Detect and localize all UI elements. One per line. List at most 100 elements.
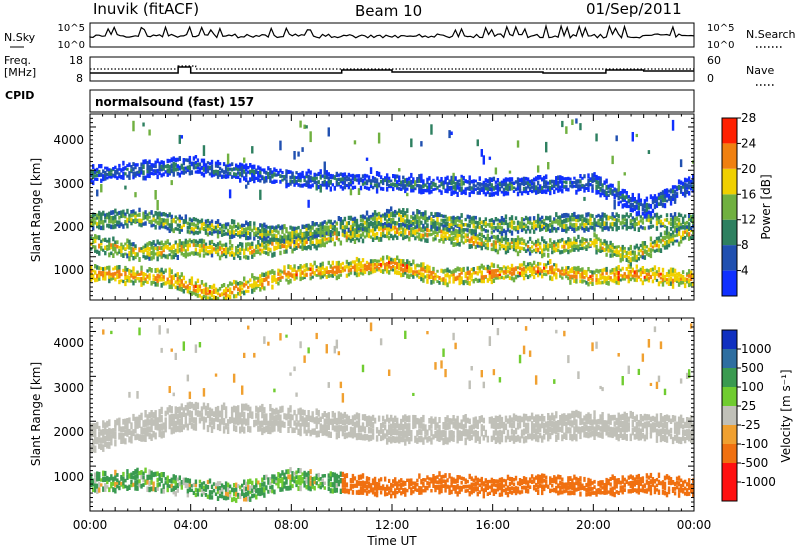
power-cell bbox=[540, 189, 544, 194]
power-cell bbox=[166, 254, 169, 260]
power-cell bbox=[679, 235, 683, 240]
power-cell bbox=[492, 219, 496, 223]
power-cell bbox=[317, 224, 320, 228]
power-cell bbox=[160, 160, 163, 165]
nsky-tick-top: 10^5 bbox=[58, 23, 85, 34]
power-cell bbox=[432, 230, 435, 235]
power-cell bbox=[383, 224, 387, 229]
velocity-cell bbox=[106, 441, 109, 449]
power-cell bbox=[216, 252, 220, 257]
power-cell bbox=[303, 183, 306, 187]
power-cell bbox=[295, 270, 298, 274]
power-cell bbox=[365, 226, 369, 232]
velocity-cell bbox=[277, 414, 280, 421]
power-cell bbox=[317, 180, 320, 185]
velocity-cell bbox=[174, 484, 177, 490]
power-cell bbox=[619, 268, 622, 272]
power-cell bbox=[480, 241, 483, 246]
power-cell bbox=[351, 173, 355, 178]
power-cell bbox=[625, 226, 628, 231]
velocity-cell bbox=[307, 415, 310, 421]
power-cell bbox=[500, 185, 504, 189]
power-cell bbox=[94, 277, 97, 283]
power-cell bbox=[315, 227, 318, 232]
power-cell bbox=[416, 177, 419, 181]
velocity-cell bbox=[234, 491, 238, 497]
power-cell bbox=[172, 166, 175, 172]
power-cell bbox=[347, 227, 351, 232]
power-cell bbox=[202, 291, 206, 295]
power-cell bbox=[277, 241, 280, 246]
power-cell bbox=[536, 223, 540, 229]
power-cell bbox=[329, 232, 332, 238]
power-cell bbox=[132, 242, 135, 247]
power-cell bbox=[357, 272, 361, 277]
power-cell bbox=[150, 241, 153, 247]
power-cell bbox=[532, 220, 536, 225]
power-cell bbox=[222, 253, 226, 256]
power-cell bbox=[414, 264, 417, 268]
power-cell bbox=[110, 210, 113, 215]
velocity-cell bbox=[275, 419, 278, 426]
power-cell bbox=[623, 221, 626, 225]
power-cell bbox=[655, 201, 659, 205]
power-cell bbox=[629, 225, 632, 230]
velocity-cell bbox=[144, 427, 147, 435]
power-cell bbox=[671, 230, 675, 235]
power-cell bbox=[400, 225, 403, 229]
power-cell bbox=[617, 254, 620, 257]
power-cell bbox=[379, 231, 383, 237]
velocity-cell bbox=[289, 420, 292, 429]
power-cell bbox=[627, 259, 630, 264]
power-cell bbox=[603, 279, 606, 284]
power-cell bbox=[545, 269, 548, 273]
velocity-cell bbox=[277, 482, 280, 489]
power-cell bbox=[150, 222, 153, 228]
power-cell bbox=[236, 225, 240, 230]
power-cell bbox=[510, 245, 514, 249]
power-cell bbox=[224, 242, 228, 247]
power-cell bbox=[178, 287, 181, 292]
power-cell bbox=[156, 168, 159, 174]
power-colorbar-swatch bbox=[722, 270, 737, 296]
power-cell bbox=[108, 245, 111, 251]
velocity-cell bbox=[122, 484, 125, 489]
power-cell bbox=[140, 265, 143, 271]
power-cell bbox=[271, 278, 274, 284]
power-cell bbox=[152, 214, 155, 218]
velocity-cell bbox=[214, 416, 218, 422]
power-cell bbox=[357, 238, 361, 243]
power-cell bbox=[520, 224, 524, 229]
power-cell bbox=[146, 280, 149, 284]
velocity-cell bbox=[263, 336, 266, 344]
velocity-cell bbox=[247, 484, 250, 491]
power-cell bbox=[557, 219, 560, 223]
power-cell bbox=[510, 240, 514, 245]
power-cell bbox=[168, 159, 171, 163]
power-cell bbox=[583, 222, 586, 228]
power-cell bbox=[482, 243, 486, 247]
power-cell bbox=[643, 226, 647, 231]
velocity-cell bbox=[144, 479, 147, 485]
velocity-cell bbox=[108, 487, 111, 493]
power-cell bbox=[673, 268, 677, 274]
nsky-tick-bottom: 10^0 bbox=[58, 40, 85, 51]
power-cell bbox=[464, 179, 467, 184]
power-cell bbox=[508, 242, 512, 246]
power-cell bbox=[222, 243, 226, 247]
power-cell bbox=[369, 229, 373, 233]
power-cell bbox=[249, 234, 252, 240]
power-cell bbox=[659, 238, 663, 244]
power-cell bbox=[371, 228, 375, 233]
power-cell bbox=[387, 213, 391, 219]
velocity-cell bbox=[142, 427, 145, 435]
velocity-cell bbox=[104, 428, 107, 435]
power-cell bbox=[522, 224, 526, 228]
velocity-cell bbox=[92, 445, 95, 453]
velocity-cell bbox=[112, 432, 115, 439]
velocity-cell bbox=[257, 413, 260, 420]
power-cell bbox=[607, 248, 610, 253]
power-cell bbox=[659, 232, 663, 238]
power-cell bbox=[218, 240, 222, 246]
power-cell bbox=[377, 171, 381, 177]
